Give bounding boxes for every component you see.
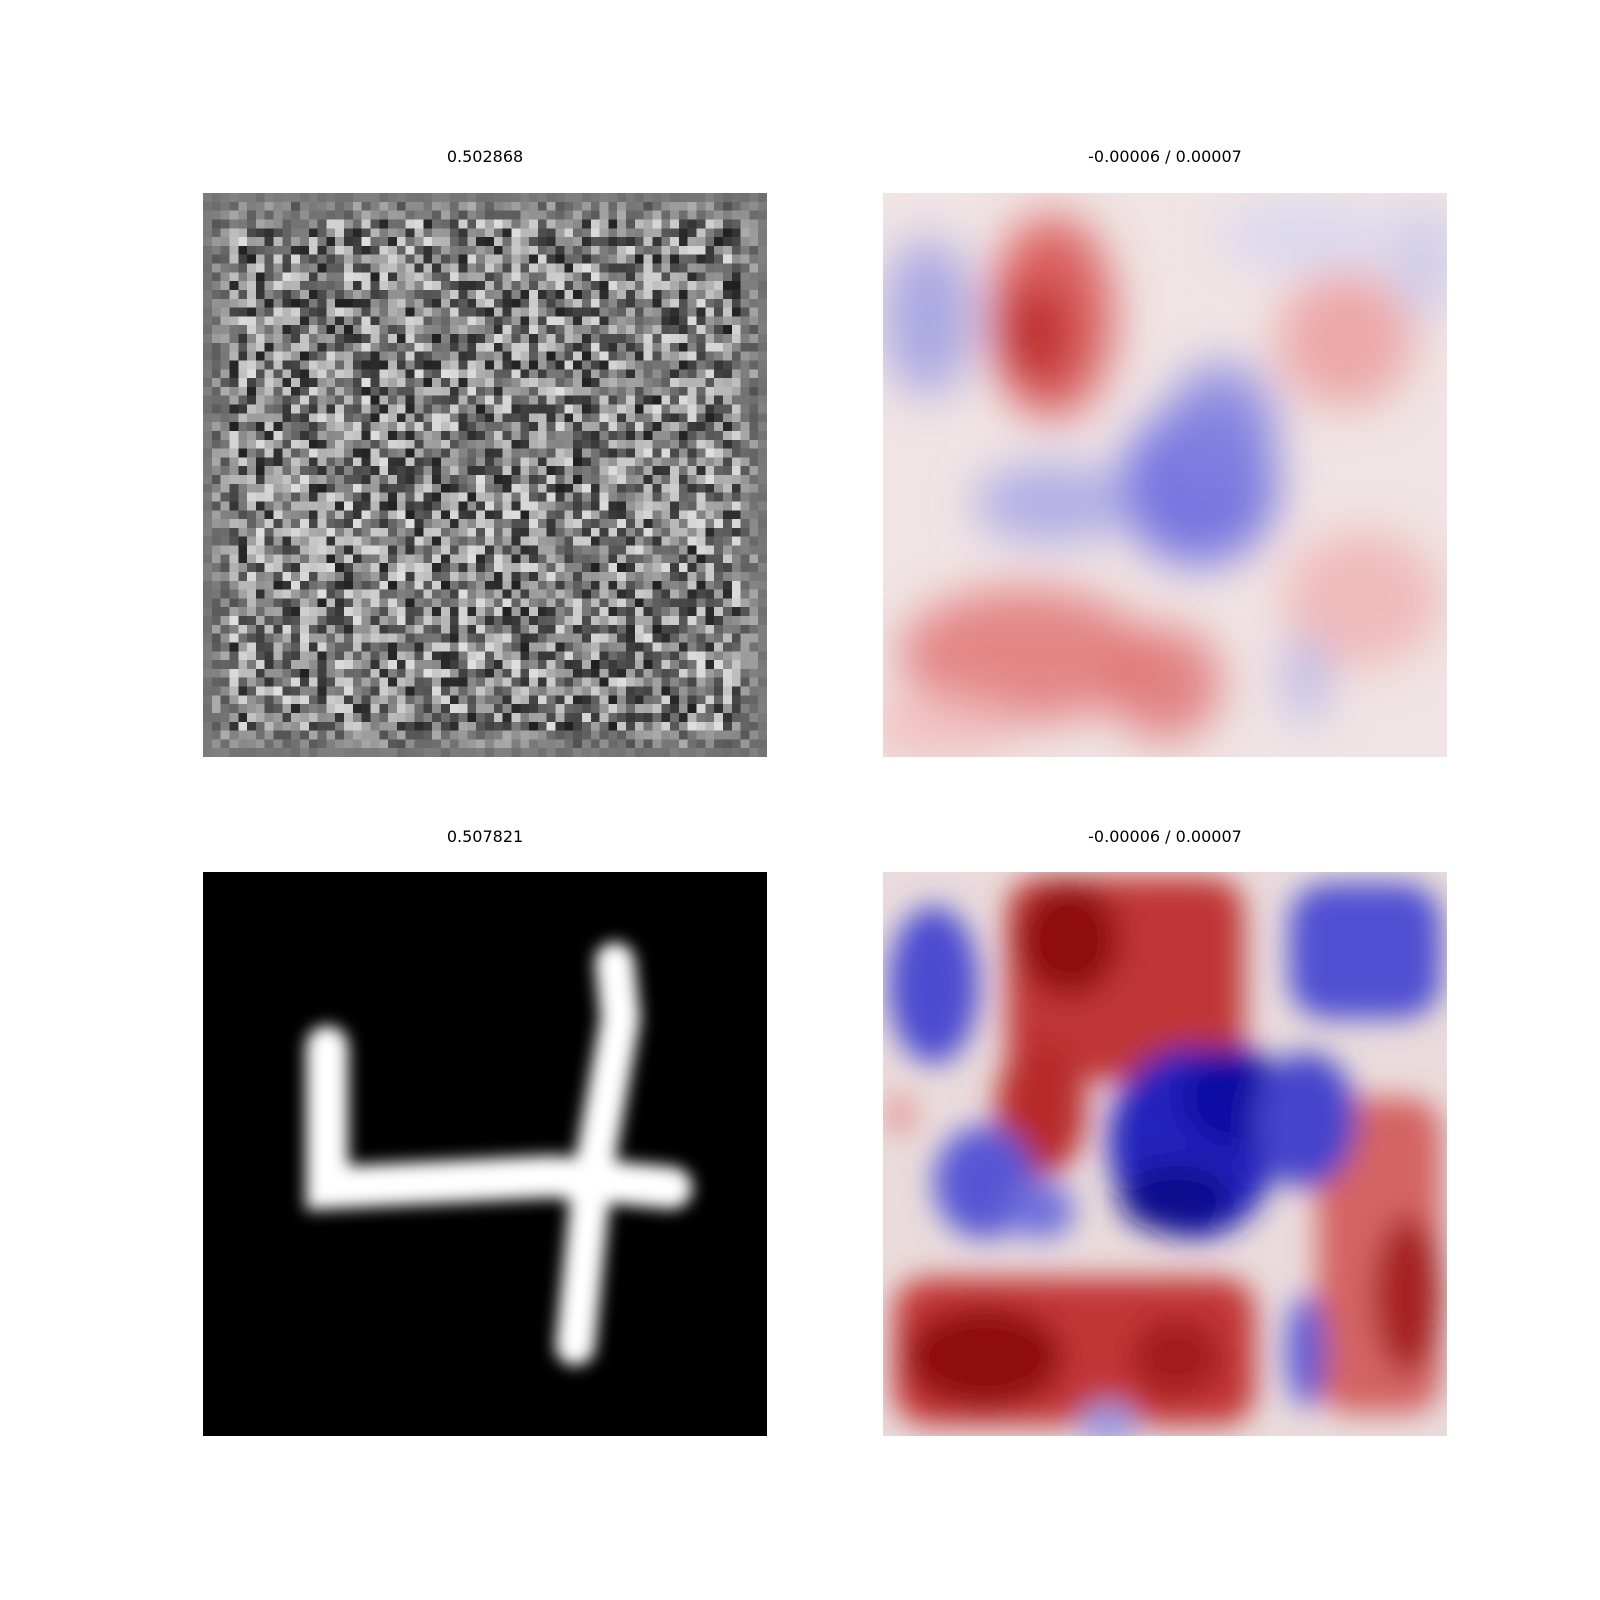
panel-title-noise: 0.502868 (446, 147, 524, 166)
panel-title-digit-attribution: -0.00006 / 0.00007 (1088, 827, 1242, 846)
panel-title-digit: 0.507821 (446, 827, 524, 846)
noise-attribution-heatmap (883, 193, 1447, 757)
noise-image (203, 193, 767, 757)
panel-title-noise-attribution: -0.00006 / 0.00007 (1088, 147, 1242, 166)
digit-image (203, 872, 767, 1436)
digit-attribution-heatmap (883, 872, 1447, 1436)
